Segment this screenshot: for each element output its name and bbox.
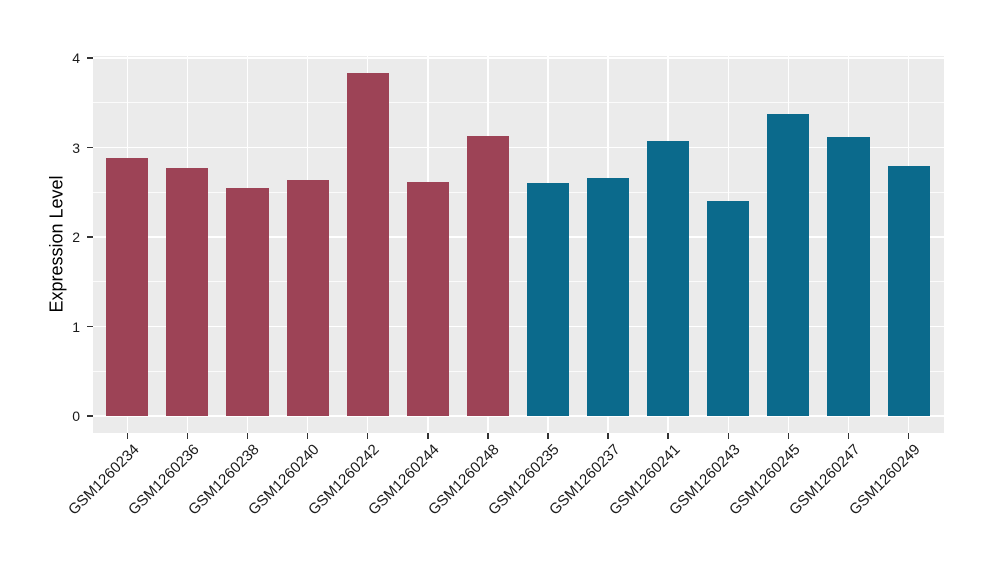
gridline-minor bbox=[93, 191, 944, 193]
gridline-minor bbox=[93, 102, 944, 104]
gridline-major bbox=[93, 415, 944, 417]
y-tick-mark bbox=[87, 57, 93, 59]
bar-GSM1260237 bbox=[587, 177, 630, 416]
y-tick-mark bbox=[87, 236, 93, 238]
gridline-major bbox=[93, 57, 944, 59]
x-tick-mark bbox=[126, 433, 129, 439]
bar-GSM1260238 bbox=[226, 187, 269, 416]
bar-GSM1260234 bbox=[106, 158, 149, 416]
bar-GSM1260243 bbox=[707, 201, 750, 416]
plot-panel bbox=[93, 56, 944, 433]
bar-GSM1260240 bbox=[286, 179, 329, 416]
x-tick-mark bbox=[607, 433, 609, 439]
y-tick-label: 3 bbox=[72, 139, 80, 156]
bar-GSM1260235 bbox=[526, 183, 570, 416]
y-tick-mark bbox=[87, 325, 93, 328]
x-tick-mark bbox=[667, 433, 669, 439]
x-tick-mark bbox=[366, 433, 369, 439]
y-tick-mark bbox=[87, 146, 93, 149]
bar-GSM1260242 bbox=[346, 73, 389, 416]
gridline-minor bbox=[93, 281, 944, 283]
gridline-major bbox=[93, 325, 944, 328]
y-tick-label: 1 bbox=[72, 318, 80, 335]
x-tick-mark bbox=[847, 433, 850, 439]
y-tick-label: 2 bbox=[72, 229, 80, 245]
bar-GSM1260248 bbox=[466, 135, 509, 416]
x-tick-mark bbox=[547, 433, 549, 439]
x-tick-mark bbox=[427, 433, 429, 439]
bar-GSM1260236 bbox=[166, 168, 209, 416]
y-tick-label: 4 bbox=[72, 50, 80, 66]
x-tick-mark bbox=[787, 433, 790, 439]
gridline-major bbox=[93, 146, 944, 149]
gridline-major bbox=[93, 236, 944, 238]
bar-GSM1260244 bbox=[406, 181, 449, 416]
bar-GSM1260247 bbox=[827, 136, 870, 416]
x-tick-mark bbox=[487, 433, 489, 439]
bar-GSM1260249 bbox=[887, 166, 930, 416]
bar-GSM1260241 bbox=[647, 141, 690, 416]
x-tick-mark bbox=[186, 433, 189, 439]
x-tick-mark bbox=[246, 433, 249, 439]
x-tick-mark bbox=[727, 433, 730, 439]
bar-GSM1260245 bbox=[767, 114, 810, 416]
y-tick-label: 0 bbox=[72, 408, 80, 424]
x-tick-mark bbox=[306, 433, 309, 439]
y-tick-mark bbox=[87, 415, 93, 417]
gridline-minor bbox=[93, 370, 944, 372]
x-tick-mark bbox=[907, 433, 910, 439]
